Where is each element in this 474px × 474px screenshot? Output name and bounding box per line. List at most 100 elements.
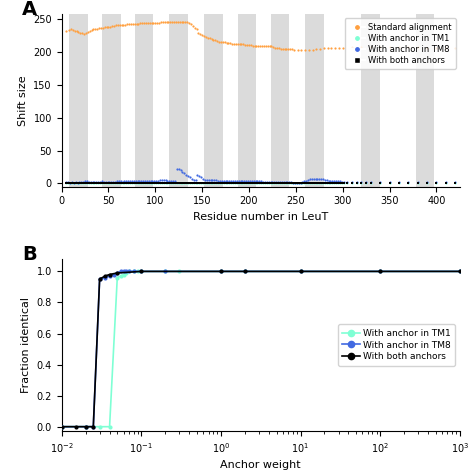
Point <box>306 175 314 183</box>
Point <box>92 179 100 186</box>
Point <box>162 176 169 184</box>
Point <box>92 178 100 186</box>
Point <box>111 178 119 186</box>
Point <box>98 178 106 185</box>
Point <box>207 179 214 186</box>
Point <box>293 180 301 187</box>
Point <box>190 180 198 187</box>
Point <box>98 180 106 187</box>
Point <box>188 179 196 186</box>
Point <box>137 178 145 185</box>
Point <box>78 178 85 186</box>
Point <box>109 179 117 186</box>
Point <box>132 178 139 185</box>
Point <box>252 179 259 186</box>
Point <box>357 178 365 186</box>
Point <box>246 179 254 186</box>
Point <box>137 19 144 27</box>
Point <box>314 180 321 187</box>
Point <box>289 179 297 186</box>
Point <box>78 29 86 37</box>
Point <box>72 179 80 186</box>
Point <box>213 37 221 45</box>
Point <box>321 180 328 187</box>
Point <box>376 180 384 187</box>
Point <box>84 28 91 36</box>
Point <box>79 180 87 187</box>
Point <box>336 178 344 185</box>
Point <box>182 179 190 186</box>
Point <box>234 40 242 47</box>
Point <box>70 180 78 187</box>
Point <box>148 19 155 27</box>
Point <box>105 23 112 30</box>
Point <box>167 177 175 184</box>
Point <box>210 180 218 187</box>
Point <box>90 26 97 33</box>
Point <box>238 179 246 186</box>
Point <box>79 179 87 186</box>
Point <box>182 171 190 179</box>
Point <box>179 180 186 187</box>
Point <box>194 179 201 186</box>
Point <box>226 177 233 184</box>
Point <box>196 179 203 186</box>
Point <box>146 19 154 27</box>
Point <box>89 180 96 187</box>
Point <box>367 178 374 186</box>
Point <box>106 179 113 186</box>
Point <box>241 41 249 49</box>
Point <box>109 178 117 186</box>
Point <box>143 179 151 186</box>
Point <box>252 180 259 187</box>
Point <box>367 180 374 187</box>
Point <box>68 179 76 186</box>
Point <box>325 177 332 184</box>
Point <box>216 179 224 186</box>
Point <box>261 178 269 186</box>
Point <box>277 45 284 53</box>
Point <box>340 178 347 186</box>
Point <box>132 180 139 187</box>
Point <box>128 179 136 186</box>
Point <box>250 179 257 186</box>
Point <box>281 45 288 53</box>
Point <box>334 180 342 187</box>
Point <box>143 177 151 184</box>
Point <box>108 180 115 187</box>
Point <box>164 180 171 187</box>
Point <box>136 180 143 187</box>
Point <box>328 180 336 187</box>
Point <box>433 45 440 52</box>
Point <box>104 180 111 187</box>
Point <box>305 46 313 54</box>
Point <box>334 178 342 185</box>
Point <box>334 180 342 187</box>
Point <box>310 180 318 187</box>
Point <box>126 178 134 185</box>
Point <box>89 178 96 186</box>
Point <box>283 45 290 53</box>
Point <box>353 180 361 187</box>
Point <box>115 178 123 185</box>
Point <box>106 180 113 187</box>
Point <box>65 26 73 34</box>
Point <box>91 179 98 186</box>
Point <box>126 179 134 186</box>
Point <box>106 178 113 186</box>
Point <box>93 25 101 32</box>
Point <box>190 179 198 186</box>
Point <box>190 176 198 184</box>
Point <box>182 180 190 187</box>
Point <box>167 179 175 186</box>
Point <box>139 179 147 186</box>
Point <box>86 27 93 35</box>
Point <box>96 179 104 186</box>
Point <box>220 179 228 186</box>
Point <box>316 175 323 182</box>
Bar <box>271 14 289 187</box>
Point <box>224 179 231 186</box>
Point <box>306 180 314 187</box>
Point <box>196 180 203 187</box>
Point <box>308 180 316 187</box>
